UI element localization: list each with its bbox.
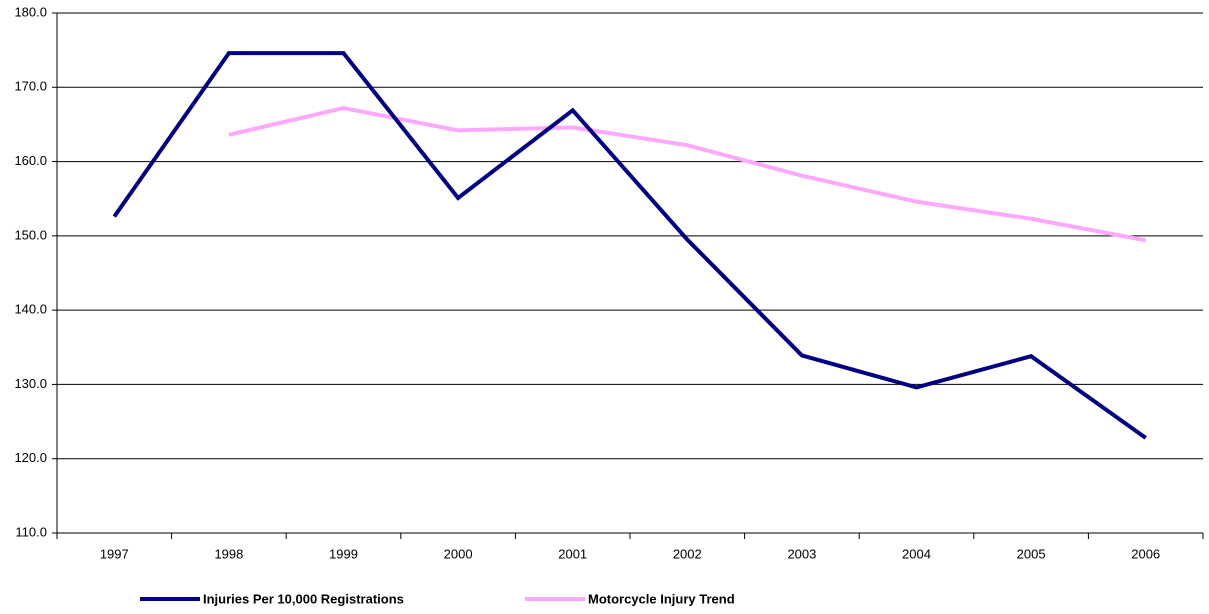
- y-tick-label: 170.0: [14, 79, 47, 94]
- x-tick-label: 2001: [558, 546, 587, 561]
- x-tick-label: 1998: [214, 546, 243, 561]
- x-tick-label: 2005: [1017, 546, 1046, 561]
- series-line: [228, 106, 1147, 243]
- y-tick-label: 140.0: [14, 302, 47, 317]
- x-tick-label: 2006: [1131, 546, 1160, 561]
- y-tick-label: 160.0: [14, 153, 47, 168]
- x-tick-label: 2000: [444, 546, 473, 561]
- x-tick-label: 2002: [673, 546, 702, 561]
- y-tick-label: 150.0: [14, 227, 47, 242]
- x-tick-label: 2003: [787, 546, 816, 561]
- x-tick-label: 1999: [329, 546, 358, 561]
- legend-label: Motorcycle Injury Trend: [588, 591, 735, 606]
- y-tick-label: 130.0: [14, 376, 47, 391]
- y-tick-label: 120.0: [14, 450, 47, 465]
- x-tick-label: 1997: [100, 546, 129, 561]
- y-tick-label: 110.0: [15, 524, 47, 539]
- x-tick-label: 2004: [902, 546, 931, 561]
- y-tick-label: 180.0: [14, 4, 47, 19]
- legend-label: Injuries Per 10,000 Registrations: [203, 591, 404, 606]
- series-line: [112, 51, 1147, 440]
